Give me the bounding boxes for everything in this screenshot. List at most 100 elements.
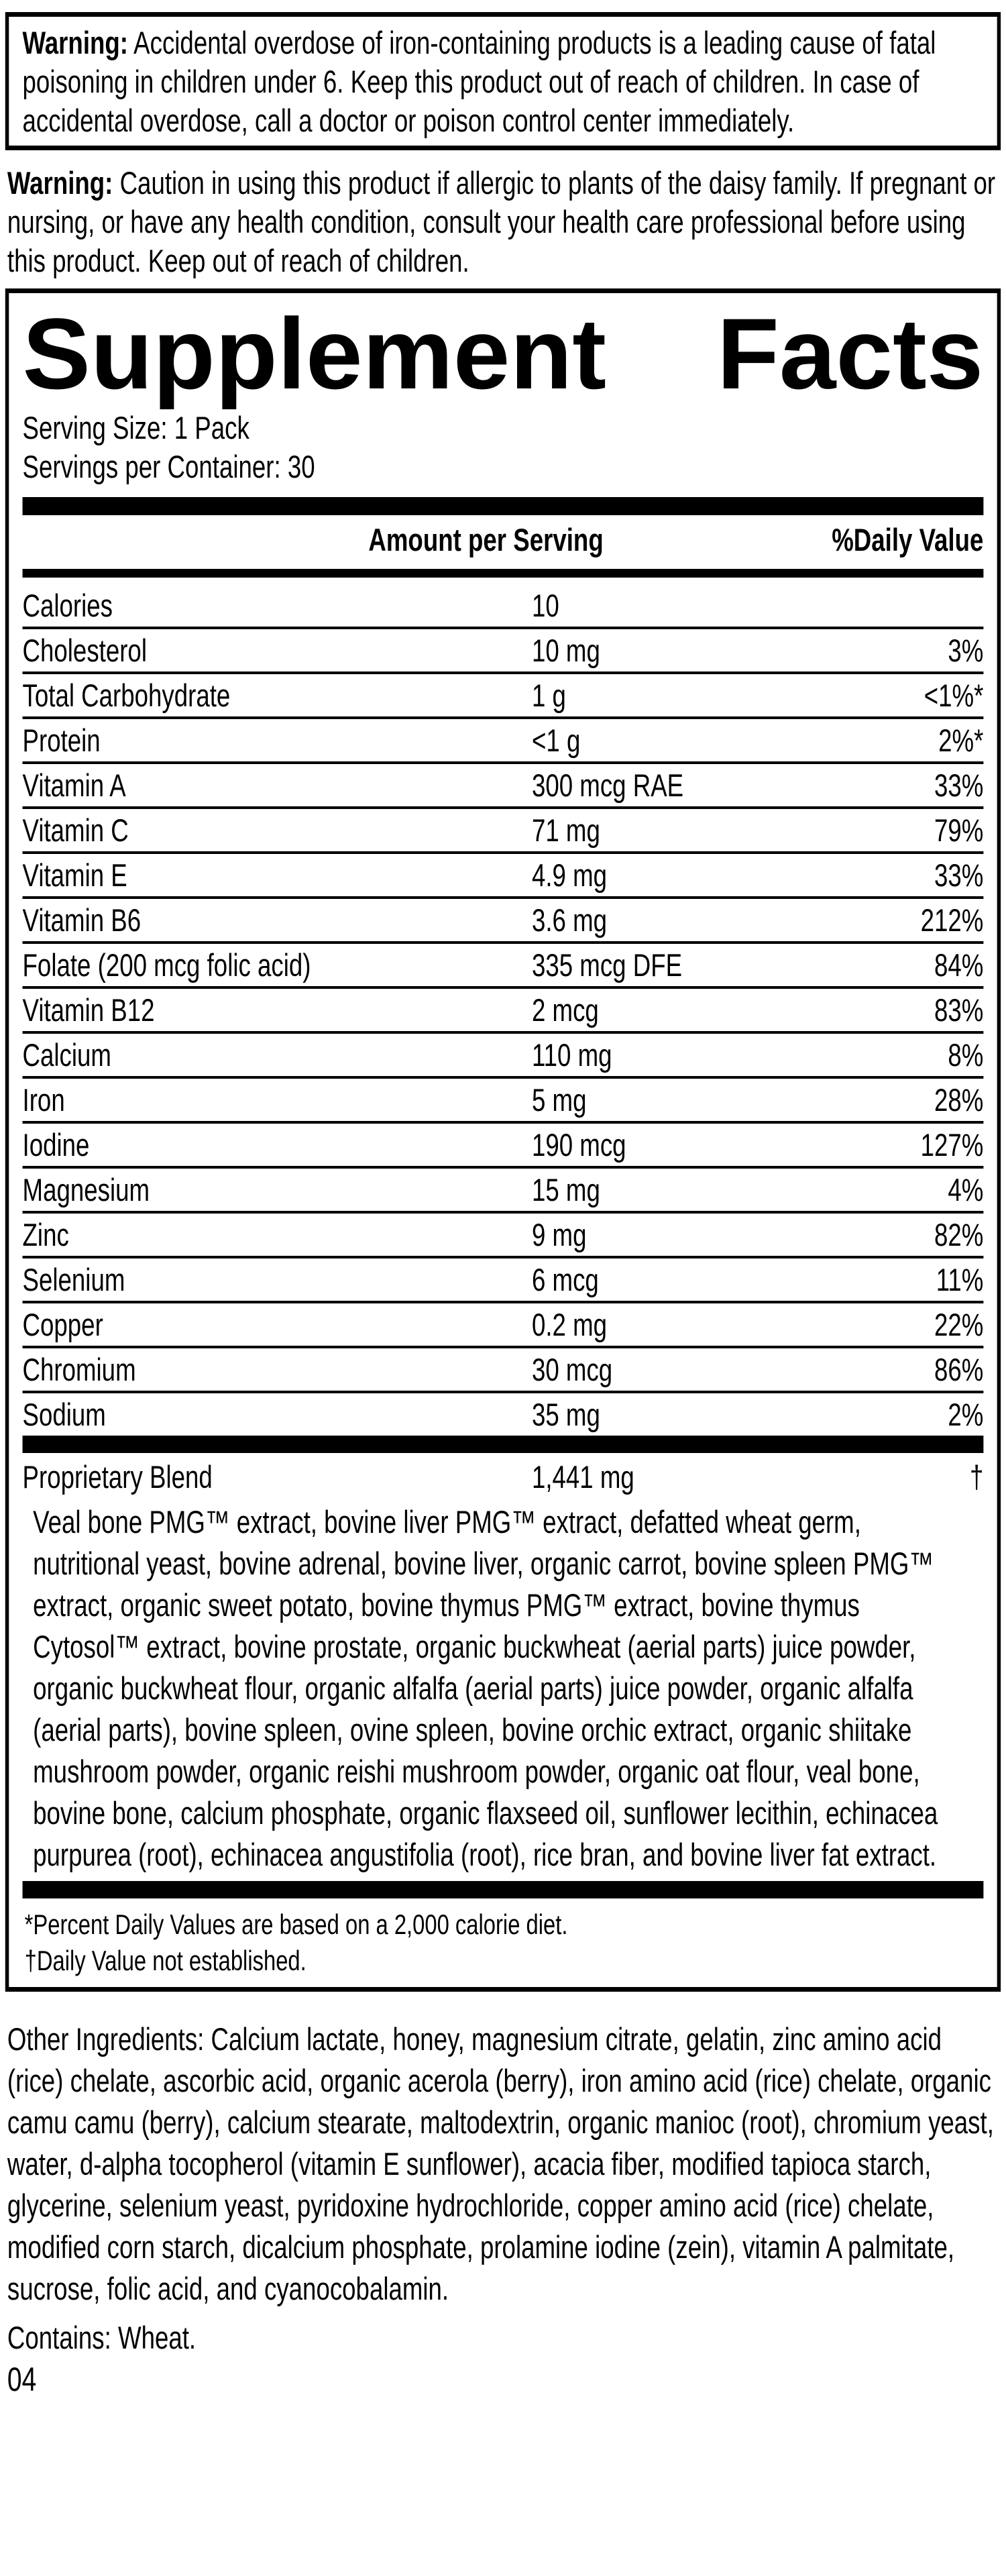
title-word-facts: Facts [717, 297, 984, 410]
divider-bar-footnotes [22, 1881, 984, 1898]
nutrient-dv: <1%* [924, 677, 984, 713]
nutrient-row-vitamin-a: Vitamin A 300 mcg RAE 33% [22, 764, 984, 809]
nutrient-row-vitamin-c: Vitamin C 71 mg 79% [22, 809, 984, 854]
proprietary-blend-description: Veal bone PMG™ extract, bovine liver PMG… [33, 1504, 938, 1872]
nutrient-amount: 5 mg [531, 1081, 587, 1118]
nutrient-dv: 83% [934, 991, 984, 1028]
nutrient-dv: 2% [948, 1396, 984, 1432]
title-word-supplement: Supplement [22, 297, 606, 410]
nutrient-dv: 86% [934, 1351, 984, 1387]
nutrient-dv: 33% [934, 857, 984, 893]
daisy-warning-label: Warning: [7, 165, 113, 201]
nutrient-name: Calcium [22, 1036, 111, 1073]
nutrient-name: Iodine [22, 1126, 90, 1163]
nutrient-amount: 2 mcg [531, 991, 599, 1028]
nutrient-amount: 15 mg [531, 1171, 600, 1208]
nutrient-dv: 2%* [938, 722, 984, 758]
nutrient-name: Magnesium [22, 1171, 150, 1208]
nutrient-row-protein: Protein <1 g 2%* [22, 719, 984, 764]
nutrient-row-copper: Copper 0.2 mg 22% [22, 1303, 984, 1348]
nutrient-name: Zinc [22, 1216, 69, 1252]
nutrient-name: Vitamin E [22, 857, 127, 893]
nutrient-table: Calories 10 Cholesterol 10 mg 3% Total C… [22, 584, 984, 1436]
nutrient-row-iodine: Iodine 190 mcg 127% [22, 1124, 984, 1169]
nutrient-amount: 0.2 mg [531, 1306, 608, 1342]
nutrient-amount: 110 mg [531, 1036, 612, 1073]
footnote-dagger: †Daily Value not established. [24, 1945, 306, 1976]
nutrient-row-chromium: Chromium 30 mcg 86% [22, 1348, 984, 1393]
nutrient-name: Selenium [22, 1261, 125, 1297]
nutrient-name: Total Carbohydrate [22, 677, 231, 713]
amount-header: Amount per Serving [368, 522, 604, 557]
nutrient-amount: 335 mcg DFE [531, 947, 683, 983]
divider-bar-blend [22, 1436, 984, 1453]
nutrient-amount: 6 mcg [531, 1261, 599, 1297]
nutrient-name: Vitamin B6 [22, 902, 142, 938]
nutrient-row-calcium: Calcium 110 mg 8% [22, 1034, 984, 1079]
nutrient-amount: 4.9 mg [531, 857, 608, 893]
nutrient-name: Vitamin B12 [22, 991, 155, 1028]
nutrient-name: Protein [22, 722, 101, 758]
proprietary-blend-name: Proprietary Blend [22, 1459, 213, 1495]
nutrient-dv: 33% [934, 767, 984, 803]
nutrient-name: Sodium [22, 1396, 106, 1432]
nutrient-amount: 190 mcg [531, 1126, 626, 1163]
nutrient-amount: 71 mg [531, 812, 600, 848]
iron-warning-label: Warning: [22, 25, 129, 60]
contains-statement: Contains: Wheat. [7, 2320, 197, 2355]
daisy-warning-text: Caution in using this product if allergi… [7, 165, 996, 278]
nutrient-row-zinc: Zinc 9 mg 82% [22, 1214, 984, 1258]
nutrient-row-iron: Iron 5 mg 28% [22, 1079, 984, 1124]
nutrient-dv: 4% [948, 1171, 984, 1208]
nutrient-name: Vitamin A [22, 767, 126, 803]
nutrient-name: Calories [22, 587, 113, 623]
supplement-facts-panel: Supplement Facts Serving Size: 1 Pack Se… [5, 288, 1001, 1992]
iron-warning-paragraph: Warning: Accidental overdose of iron-con… [23, 23, 984, 140]
nutrient-name: Iron [22, 1081, 65, 1118]
other-ingredients: Other Ingredients: Calcium lactate, hone… [7, 2021, 994, 2306]
footnote-percent-dv: *Percent Daily Values are based on a 2,0… [24, 1909, 568, 1940]
nutrient-amount: 1 g [531, 677, 566, 713]
nutrient-row-calories: Calories 10 [22, 584, 984, 629]
proprietary-blend-row: Proprietary Blend 1,441 mg † [23, 1453, 984, 1501]
nutrient-name: Copper [22, 1306, 103, 1342]
nutrient-name: Vitamin C [22, 812, 129, 848]
nutrient-amount: 10 [531, 587, 559, 623]
proprietary-blend-dv: † [970, 1459, 984, 1495]
nutrient-dv: 22% [934, 1306, 984, 1342]
nutrient-dv: 127% [920, 1126, 984, 1163]
nutrient-name: Chromium [22, 1351, 136, 1387]
nutrient-name: Folate (200 mcg folic acid) [22, 947, 311, 983]
label-page: Warning: Accidental overdose of iron-con… [0, 12, 1006, 2398]
nutrient-row-cholesterol: Cholesterol 10 mg 3% [22, 629, 984, 674]
column-header-row: Amount per Serving %Daily Value [23, 521, 984, 559]
nutrient-row-total-carbohydrate: Total Carbohydrate 1 g <1%* [22, 674, 984, 719]
nutrient-amount: 10 mg [531, 632, 600, 668]
nutrient-name: Cholesterol [22, 632, 147, 668]
divider-bar-top [22, 497, 984, 515]
supplement-facts-title: Supplement Facts [22, 297, 984, 410]
iron-warning-box: Warning: Accidental overdose of iron-con… [5, 12, 1001, 150]
nutrient-row-vitamin-e: Vitamin E 4.9 mg 33% [22, 854, 984, 899]
proprietary-blend-amount: 1,441 mg [531, 1459, 634, 1495]
nutrient-dv: 79% [934, 812, 984, 848]
divider-bar-header [22, 569, 984, 578]
nutrient-dv: 11% [936, 1261, 984, 1297]
nutrient-dv: 82% [934, 1216, 984, 1252]
servings-per-container: Servings per Container: 30 [22, 449, 315, 484]
nutrient-dv: 212% [920, 902, 984, 938]
nutrient-dv: 84% [934, 947, 984, 983]
nutrient-row-sodium: Sodium 35 mg 2% [23, 1393, 984, 1436]
nutrient-row-vitamin-b6: Vitamin B6 3.6 mg 212% [22, 899, 984, 944]
iron-warning-text: Accidental overdose of iron-containing p… [22, 25, 936, 138]
nutrient-row-folate: Folate (200 mcg folic acid) 335 mcg DFE … [22, 944, 984, 989]
nutrient-dv: 28% [934, 1081, 984, 1118]
nutrient-dv: 3% [948, 632, 984, 668]
daisy-warning-paragraph: Warning: Caution in using this product i… [7, 164, 1001, 280]
nutrient-row-vitamin-b12: Vitamin B12 2 mcg 83% [22, 989, 984, 1034]
daily-value-header: %Daily Value [832, 522, 984, 557]
item-code: 04 [7, 2361, 37, 2398]
nutrient-dv: 8% [948, 1036, 984, 1073]
nutrient-amount: <1 g [531, 722, 581, 758]
nutrient-row-magnesium: Magnesium 15 mg 4% [22, 1169, 984, 1214]
